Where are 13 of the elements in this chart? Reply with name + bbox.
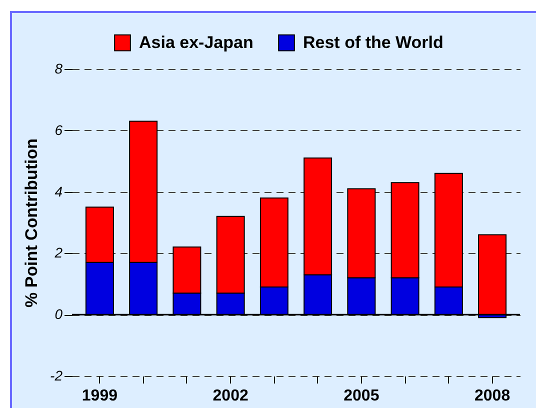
y-tick-label: 0: [54, 306, 63, 322]
y-tick-label: 4: [54, 183, 63, 200]
x-tick-label: 1999: [82, 388, 118, 404]
x-tick-label: 2002: [212, 388, 248, 404]
y-tick-label: 6: [54, 122, 63, 138]
legend-label: Rest of the World: [303, 32, 444, 52]
y-tick-label: -2: [50, 368, 63, 384]
y-axis-title: % Point Contribution: [22, 138, 42, 308]
x-tick-label: 2008: [474, 388, 510, 404]
y-tick-label: 2: [54, 244, 63, 261]
legend-label: Asia ex-Japan: [139, 32, 254, 52]
y-tick-label: 8: [54, 60, 63, 76]
x-tick-label: 2005: [344, 388, 380, 404]
